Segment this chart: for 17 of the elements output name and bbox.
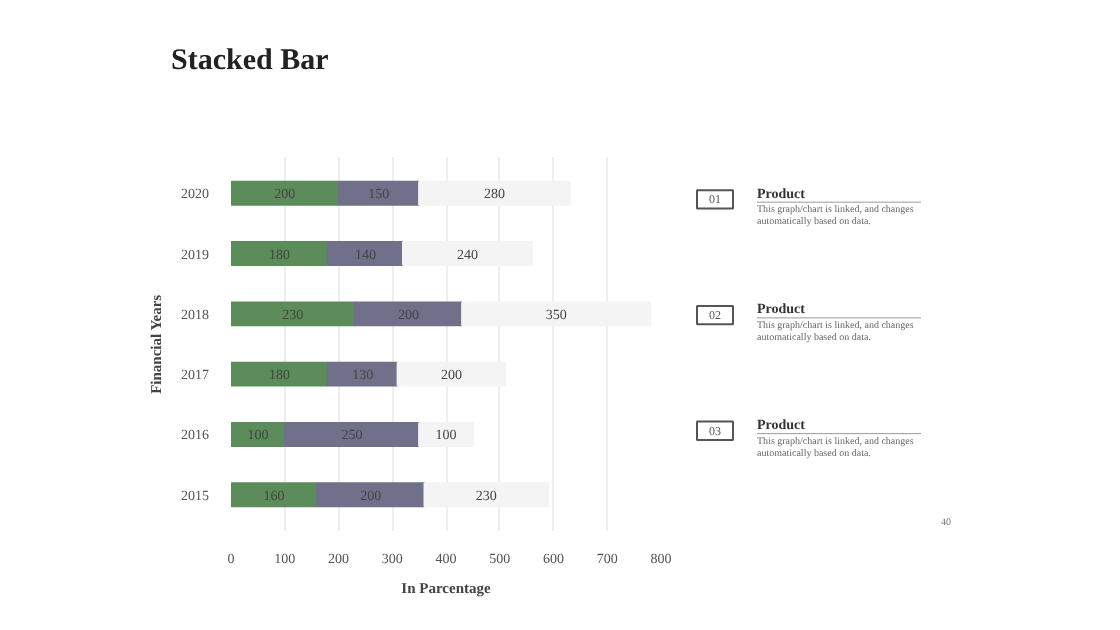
bar — [326, 241, 404, 266]
bar — [353, 301, 464, 327]
bar — [418, 180, 571, 206]
bar — [231, 482, 318, 508]
bar — [231, 301, 356, 327]
bar — [231, 361, 329, 387]
bar — [423, 482, 550, 508]
bar — [402, 241, 533, 266]
bar — [231, 180, 340, 206]
bar — [418, 422, 474, 447]
bar — [231, 241, 329, 266]
bar — [283, 422, 421, 447]
bar — [337, 180, 421, 206]
chart-title: Stacked Bar — [171, 45, 330, 77]
bar — [326, 361, 399, 387]
bar — [316, 482, 426, 508]
bar — [396, 361, 507, 387]
